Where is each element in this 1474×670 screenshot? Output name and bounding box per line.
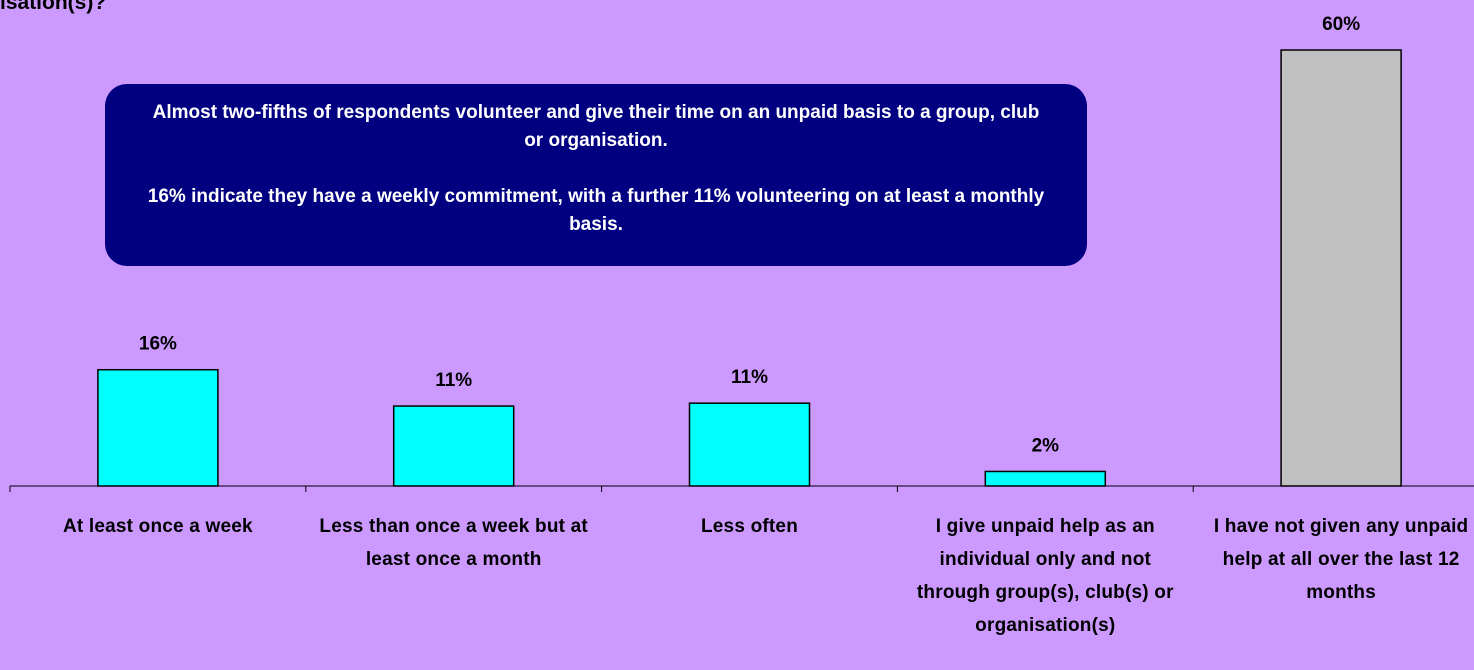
value-label: 2%: [1032, 435, 1060, 456]
x-tick-label: Less than once a week but at least once …: [319, 516, 588, 570]
x-tick-label: Less often: [700, 516, 799, 537]
value-label: 11%: [435, 370, 472, 391]
chart-title: isation(s)?: [0, 0, 107, 14]
bar: [984, 470, 1107, 487]
bar: [1280, 49, 1402, 487]
bar: [392, 405, 515, 487]
bar: [688, 402, 811, 487]
x-tick-label: I give unpaid help as an individual only…: [916, 516, 1174, 636]
annotation: Almost two-fifths of respondents volunte…: [152, 102, 1040, 151]
x-tick-label: At least once a week: [62, 516, 253, 537]
value-label: 11%: [731, 367, 768, 388]
bar: [97, 368, 219, 487]
annotation: 16% indicate they have a weekly commitme…: [147, 186, 1045, 235]
annotation-box: Almost two-fifths of respondents volunte…: [105, 84, 1087, 266]
value-label: 16%: [139, 334, 177, 355]
value-label: 60%: [1322, 14, 1360, 35]
x-tick-label: I have not given any unpaid help at all …: [1213, 516, 1469, 603]
